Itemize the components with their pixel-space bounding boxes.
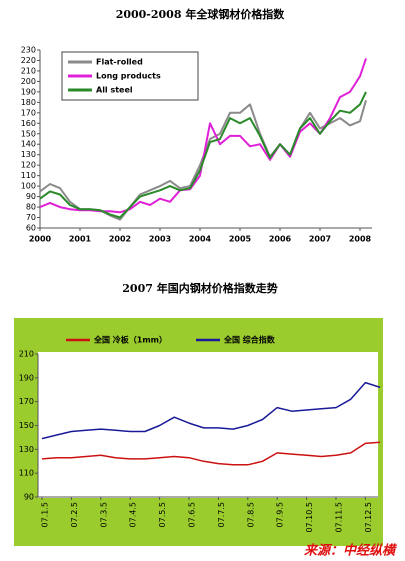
x-tick-label: 2007 [309, 235, 331, 244]
y-tick-label: 190 [19, 373, 34, 382]
y-tick-label: 230 [21, 46, 36, 55]
x-tick-label: 2004 [189, 235, 212, 244]
y-tick-label: 100 [21, 182, 36, 191]
y-tick-label: 170 [21, 108, 36, 117]
x-tick-label: 07.4.5 [129, 502, 138, 527]
legend-label: 全国 冷板（1mm） [93, 335, 167, 345]
x-tick-label: 07.12.5 [364, 502, 373, 533]
y-tick-label: 90 [26, 192, 36, 201]
x-tick-label: 07.10.5 [305, 502, 314, 533]
y-tick-label: 150 [19, 421, 34, 430]
x-tick-label: 07.3.5 [99, 502, 108, 527]
chart-title: 2007 年国内钢材价格指数走势 [122, 281, 277, 295]
y-tick-label: 160 [21, 119, 36, 128]
x-tick-label: 07.2.5 [70, 502, 79, 527]
y-tick-label: 90 [24, 493, 34, 502]
x-tick-label: 2008 [349, 235, 372, 244]
x-tick-label: 07.7.5 [217, 502, 226, 527]
y-tick-label: 200 [21, 77, 36, 86]
x-tick-label: 2003 [149, 235, 171, 244]
x-tick-label: 07.6.5 [188, 502, 197, 527]
x-tick-label: 07.1.5 [41, 502, 50, 527]
plot-area [38, 352, 378, 498]
x-tick-label: 2005 [229, 235, 252, 244]
source: 来源：中经纵横 [304, 543, 397, 559]
y-tick-label: 210 [21, 66, 36, 75]
y-tick-label: 110 [21, 171, 36, 180]
x-tick-label: 07.11.5 [335, 502, 344, 533]
legend-label: 全国 综合指数 [223, 335, 276, 345]
y-tick-label: 180 [21, 98, 36, 107]
x-tick-label: 07.8.5 [246, 502, 255, 527]
y-tick-label: 80 [26, 203, 36, 212]
x-tick-label: 2000 [29, 235, 52, 244]
x-tick-label: 07.5.5 [158, 502, 167, 527]
y-tick-label: 220 [21, 56, 36, 65]
series-line [39, 91, 367, 219]
x-tick-label: 07.9.5 [276, 502, 285, 527]
y-tick-label: 140 [21, 140, 36, 149]
y-tick-label: 170 [19, 397, 34, 406]
x-tick-label: 2001 [69, 235, 92, 244]
y-tick-label: 130 [19, 445, 34, 454]
series-line [41, 381, 381, 440]
x-tick-label: 2002 [109, 235, 131, 244]
y-tick-label: 120 [21, 161, 36, 170]
y-tick-label: 130 [21, 150, 36, 159]
y-tick-label: 210 [19, 350, 34, 359]
legend-label: Long products [96, 72, 161, 81]
y-tick-label: 190 [21, 87, 36, 96]
x-tick-label: 2006 [269, 235, 292, 244]
legend-label: All steel [96, 86, 133, 95]
y-tick-label: 70 [26, 213, 36, 222]
series-line [41, 441, 381, 466]
y-tick-label: 60 [26, 224, 36, 233]
chart-title: 2000-2008 年全球钢材价格指数 [116, 7, 286, 21]
legend-label: Flat-rolled [96, 58, 143, 67]
y-tick-label: 150 [21, 129, 36, 138]
y-tick-label: 110 [19, 469, 34, 478]
